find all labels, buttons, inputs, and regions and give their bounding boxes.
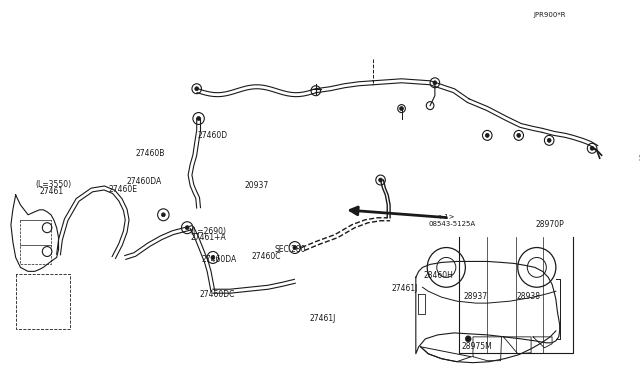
Text: 27461: 27461 (39, 187, 63, 196)
Text: 08543-5125A: 08543-5125A (428, 221, 476, 227)
Text: 27461J: 27461J (309, 314, 335, 323)
Text: 20937: 20937 (244, 182, 268, 190)
Text: (L=2690): (L=2690) (191, 227, 227, 235)
Circle shape (196, 116, 200, 121)
Text: 27461J: 27461J (392, 284, 418, 293)
Text: 27460E: 27460E (108, 185, 137, 194)
Text: 28937: 28937 (463, 292, 488, 301)
Circle shape (465, 336, 471, 342)
Text: < 1>: < 1> (436, 214, 454, 220)
Circle shape (211, 256, 215, 259)
Text: 27460C: 27460C (252, 251, 281, 261)
Text: SEC.280: SEC.280 (275, 245, 306, 254)
Circle shape (379, 178, 383, 182)
Text: 27460DA: 27460DA (202, 255, 237, 264)
Text: (L=3550): (L=3550) (35, 180, 71, 189)
Text: 28460H: 28460H (423, 271, 453, 280)
Text: 28970P: 28970P (536, 220, 564, 229)
Text: 28938: 28938 (516, 292, 541, 301)
Text: 27460DC: 27460DC (200, 291, 235, 299)
Circle shape (433, 81, 436, 85)
Circle shape (399, 107, 403, 110)
Circle shape (517, 134, 520, 137)
Text: JPR900*R: JPR900*R (533, 12, 566, 19)
Text: 27460B: 27460B (136, 149, 165, 158)
Circle shape (293, 246, 297, 250)
Text: 28975M: 28975M (461, 342, 493, 351)
Text: 27460D: 27460D (198, 131, 228, 140)
Circle shape (185, 226, 189, 230)
Text: 27461+A: 27461+A (191, 233, 226, 242)
Text: 27460DA: 27460DA (126, 177, 162, 186)
Circle shape (195, 87, 198, 91)
Circle shape (161, 213, 165, 217)
Circle shape (590, 146, 594, 150)
Circle shape (547, 138, 551, 142)
Text: S: S (639, 154, 640, 163)
Circle shape (485, 134, 489, 137)
